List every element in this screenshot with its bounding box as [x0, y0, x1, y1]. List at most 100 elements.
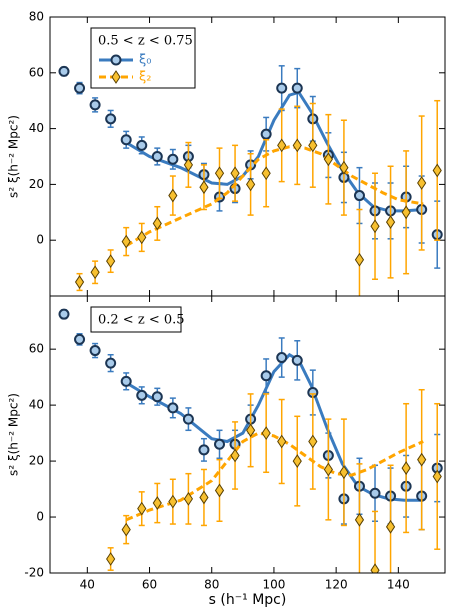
data-point — [230, 448, 240, 463]
annotation: 0.5 < z < 0.75 — [98, 34, 193, 49]
x-tick-label: 60 — [142, 578, 157, 592]
y-tick-label: 0 — [36, 233, 44, 247]
data-point — [183, 157, 194, 172]
data-point — [199, 180, 209, 195]
data-point — [385, 215, 396, 229]
data-point — [152, 496, 162, 510]
data-point — [230, 166, 240, 181]
data-point — [105, 357, 117, 369]
data-point — [339, 160, 349, 175]
data-point — [199, 490, 209, 505]
data-point — [151, 391, 163, 403]
data-point — [58, 65, 70, 77]
data-point — [291, 82, 303, 94]
y-tick-label: 0 — [36, 510, 44, 524]
plot-area — [58, 308, 443, 573]
model-line — [125, 431, 424, 522]
data-point — [168, 494, 178, 509]
legend-box — [90, 27, 196, 89]
data-point — [276, 352, 288, 364]
plot-area — [58, 65, 443, 296]
model-line — [125, 145, 424, 248]
data-point — [370, 219, 380, 234]
data-point — [74, 275, 85, 289]
data-point — [246, 423, 256, 438]
data-point — [308, 138, 318, 153]
y-tick-label: 20 — [29, 454, 44, 468]
data-point — [89, 345, 101, 357]
data-point — [432, 469, 442, 484]
y-axis-label: s² ξ(h⁻² Mpc²) — [7, 115, 21, 198]
data-point — [276, 82, 288, 94]
data-point — [152, 216, 162, 231]
data-point — [167, 402, 179, 414]
y-tick-label: 20 — [29, 177, 44, 191]
data-point — [417, 176, 427, 190]
legend-marker — [110, 54, 122, 66]
data-point — [292, 454, 302, 468]
data-point — [353, 190, 365, 202]
legend-label: ξ₂ — [139, 70, 151, 85]
panel: 0 20 40 60 80 s² ξ(h⁻² Mpc²) 0.5 < z < 0.75 ξ₀ ξ… — [7, 10, 446, 297]
data-point — [168, 188, 178, 203]
data-point — [354, 512, 365, 527]
data-point — [417, 452, 427, 467]
data-point — [182, 413, 194, 425]
data-point — [339, 465, 349, 480]
data-point — [277, 434, 287, 449]
data-point — [137, 501, 147, 516]
data-point — [106, 552, 116, 566]
data-point — [261, 166, 271, 181]
data-point — [261, 426, 271, 441]
data-point — [74, 333, 86, 345]
data-point — [370, 563, 380, 573]
data-point — [277, 138, 287, 153]
data-point — [183, 491, 194, 506]
data-point — [136, 389, 148, 401]
legend-label: ξ₀ — [139, 53, 151, 68]
y-tick-label: 80 — [29, 10, 44, 24]
data-point — [121, 234, 131, 249]
data-point — [260, 128, 272, 140]
legend-marker — [111, 70, 121, 84]
x-axis-label: s (h⁻¹ Mpc) — [209, 592, 287, 608]
data-point — [214, 438, 226, 450]
x-tick-label: 40 — [80, 578, 95, 592]
y-tick-label: 40 — [29, 398, 44, 412]
data-point — [291, 354, 303, 366]
data-point — [121, 522, 131, 537]
x-tick-label: 80 — [204, 578, 219, 592]
y-tick-label: 40 — [29, 121, 44, 135]
data-point — [401, 205, 411, 220]
data-point — [167, 153, 179, 165]
data-point — [214, 483, 225, 498]
data-point — [137, 230, 147, 245]
data-point — [105, 113, 117, 125]
data-point — [323, 462, 333, 477]
data-point — [90, 265, 100, 280]
data-point — [292, 138, 302, 153]
data-point — [385, 519, 396, 534]
y-tick-label: 60 — [29, 65, 44, 79]
model-line — [125, 352, 424, 502]
x-tick-label: 120 — [325, 578, 348, 592]
data-point — [260, 370, 272, 382]
data-point — [308, 434, 318, 449]
data-point — [89, 99, 101, 111]
data-point — [354, 252, 365, 267]
data-point — [246, 177, 256, 192]
x-tick-label: 140 — [387, 578, 410, 592]
data-point — [136, 139, 148, 151]
data-point — [120, 134, 132, 146]
data-point — [106, 254, 116, 269]
data-point — [323, 152, 333, 167]
data-point — [58, 308, 70, 320]
y-axis-label: s² ξ(h⁻² Mpc²) — [7, 393, 21, 476]
data-point — [369, 487, 381, 499]
axes-frame — [49, 295, 446, 574]
data-point — [214, 166, 225, 181]
annotation: 0.2 < z < 0.5 — [98, 313, 185, 328]
data-point — [198, 444, 210, 456]
legend-box — [90, 306, 182, 333]
